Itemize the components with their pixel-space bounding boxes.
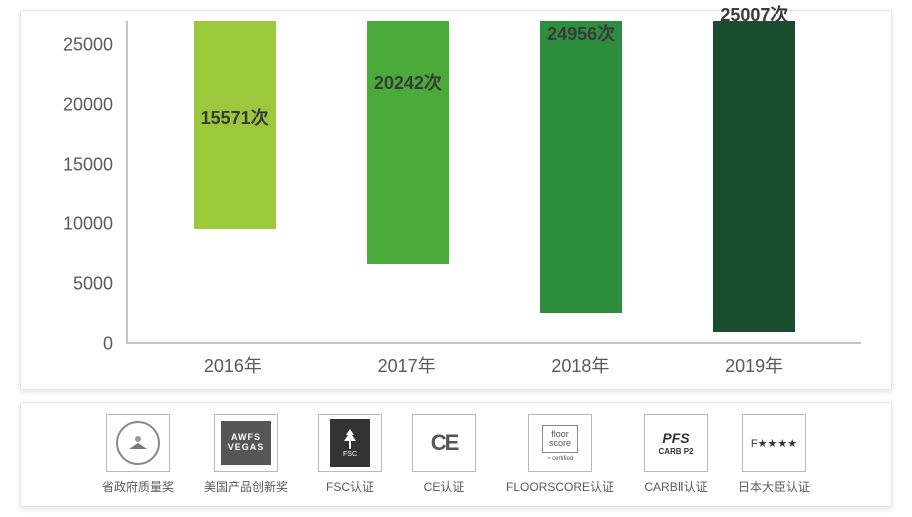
- y-tick-label: 0: [103, 334, 113, 355]
- cert-badge: [106, 414, 170, 472]
- x-tick-label: 2017年: [320, 344, 494, 384]
- cert-item: 省政府质量奖: [102, 414, 174, 495]
- certifications-card: 省政府质量奖 AWFSVEGAS 美国产品创新奖 FSC FSC认证 CE CE认证 floo…: [20, 402, 892, 507]
- cert-item: F★★★★ 日本大臣认证: [738, 414, 810, 495]
- fstar-icon: F★★★★: [751, 437, 797, 450]
- cert-badge: floorscore◔ certified: [528, 414, 592, 472]
- cert-badge: F★★★★: [742, 414, 806, 472]
- x-axis-labels: 2016年2017年2018年2019年: [126, 344, 861, 384]
- cert-label: FSC认证: [326, 478, 374, 495]
- y-axis: 0500010000150002000025000: [51, 21, 121, 344]
- chart-area: 0 5000 10000 15000 20000 25000 15571次 20242次 24…: [51, 21, 861, 384]
- bar-wrap: 25007次: [668, 21, 841, 342]
- y-tick-label: 15000: [63, 154, 113, 175]
- cert-label: 美国产品创新奖: [204, 478, 288, 495]
- bar-value-label: 15571次: [201, 104, 269, 130]
- cert-label: 省政府质量奖: [102, 478, 174, 495]
- cert-item: PFSCARB P2 CARBⅡ认证: [644, 414, 708, 495]
- bar-value-label: 20242次: [374, 69, 442, 95]
- ce-icon: CE: [431, 430, 458, 456]
- cert-label: CE认证: [424, 478, 465, 495]
- bars-container: 15571次 20242次 24956次 25007次: [128, 21, 861, 342]
- fsc-icon: FSC: [330, 419, 370, 467]
- bar: [540, 21, 622, 313]
- y-tick-label: 5000: [73, 274, 113, 295]
- x-tick-label: 2018年: [494, 344, 668, 384]
- award-circle-icon: [116, 421, 160, 465]
- pfs-icon: PFSCARB P2: [658, 430, 693, 456]
- bar-value-label: 25007次: [720, 1, 788, 27]
- cert-badge: CE: [412, 414, 476, 472]
- cert-badge: PFSCARB P2: [644, 414, 708, 472]
- bar-value-label: 24956次: [547, 20, 615, 46]
- cert-label: 日本大臣认证: [738, 478, 810, 495]
- y-tick-label: 20000: [63, 94, 113, 115]
- y-tick-label: 25000: [63, 34, 113, 55]
- cert-item: AWFSVEGAS 美国产品创新奖: [204, 414, 288, 495]
- cert-badge: AWFSVEGAS: [214, 414, 278, 472]
- plot-area: 15571次 20242次 24956次 25007次: [126, 21, 861, 344]
- x-tick-label: 2019年: [667, 344, 841, 384]
- cert-item: CE CE认证: [412, 414, 476, 495]
- bar-wrap: 24956次: [495, 21, 668, 342]
- awfs-icon: AWFSVEGAS: [221, 421, 271, 465]
- bar-wrap: 15571次: [148, 21, 321, 342]
- bar: [713, 21, 795, 332]
- cert-label: FLOORSCORE认证: [506, 478, 614, 495]
- cert-badge: FSC: [318, 414, 382, 472]
- bar-chart-card: 0 5000 10000 15000 20000 25000 15571次 20242次 24…: [20, 10, 892, 390]
- cert-item: floorscore◔ certified FLOORSCORE认证: [506, 414, 614, 495]
- bar-wrap: 20242次: [321, 21, 494, 342]
- cert-label: CARBⅡ认证: [644, 478, 707, 495]
- x-tick-label: 2016年: [146, 344, 320, 384]
- bar: [367, 21, 449, 264]
- cert-item: FSC FSC认证: [318, 414, 382, 495]
- floorscore-icon: floorscore◔ certified: [542, 425, 578, 462]
- y-tick-label: 10000: [63, 214, 113, 235]
